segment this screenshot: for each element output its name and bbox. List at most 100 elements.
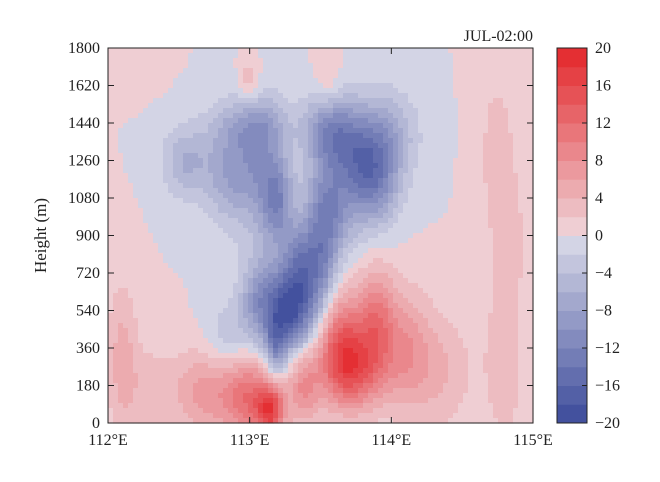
heatmap-cell	[398, 378, 404, 384]
heatmap-cell	[353, 163, 359, 169]
heatmap-cell	[398, 178, 404, 184]
heatmap-cell	[338, 183, 344, 189]
heatmap-cell	[413, 243, 419, 249]
heatmap-cell	[108, 338, 114, 344]
heatmap-cell	[303, 83, 309, 89]
heatmap-cell	[418, 288, 424, 294]
heatmap-cell	[223, 303, 229, 309]
heatmap-cell	[183, 123, 189, 129]
heatmap-cell	[363, 98, 369, 104]
heatmap-cell	[373, 298, 379, 304]
heatmap-cell	[293, 168, 299, 174]
heatmap-cell	[198, 118, 204, 124]
heatmap-cell	[393, 408, 399, 414]
heatmap-cell	[258, 323, 264, 329]
heatmap-cell	[113, 198, 119, 204]
heatmap-cell	[118, 198, 124, 204]
heatmap-cell	[268, 368, 274, 374]
heatmap-cell	[403, 323, 409, 329]
heatmap-cell	[253, 93, 259, 99]
heatmap-cell	[383, 118, 389, 124]
heatmap-cell	[188, 398, 194, 404]
heatmap-cell	[408, 323, 414, 329]
heatmap-cell	[118, 213, 124, 219]
heatmap-cell	[248, 78, 254, 84]
heatmap-cell	[218, 48, 224, 54]
heatmap-cell	[153, 303, 159, 309]
heatmap-cell	[203, 403, 209, 409]
heatmap-cell	[183, 203, 189, 209]
heatmap-cell	[183, 343, 189, 349]
heatmap-cell	[318, 173, 324, 179]
heatmap-cell	[168, 398, 174, 404]
heatmap-cell	[323, 198, 329, 204]
heatmap-cell	[128, 348, 134, 354]
heatmap-cell	[178, 353, 184, 359]
heatmap-cell	[258, 73, 264, 79]
heatmap-cell	[228, 158, 234, 164]
heatmap-cell	[378, 288, 384, 294]
heatmap-cell	[303, 158, 309, 164]
heatmap-cell	[298, 143, 304, 149]
heatmap-cell	[188, 373, 194, 379]
heatmap-cell	[388, 298, 394, 304]
heatmap-cell	[328, 158, 334, 164]
heatmap-cell	[353, 268, 359, 274]
heatmap-cell	[213, 408, 219, 414]
heatmap-cell	[188, 148, 194, 154]
heatmap-cell	[393, 83, 399, 89]
heatmap-cell	[428, 238, 434, 244]
heatmap-cell	[363, 88, 369, 94]
heatmap-cell	[113, 148, 119, 154]
heatmap-cell	[163, 353, 169, 359]
heatmap-cell	[428, 403, 434, 409]
heatmap-cell	[193, 323, 199, 329]
heatmap-cell	[343, 308, 349, 314]
heatmap-cell	[123, 278, 129, 284]
heatmap-cell	[323, 408, 329, 414]
heatmap-cell	[143, 278, 149, 284]
heatmap-cell	[408, 393, 414, 399]
heatmap-cell	[118, 153, 124, 159]
heatmap-cell	[333, 93, 339, 99]
heatmap-cell	[418, 333, 424, 339]
heatmap-cell	[298, 323, 304, 329]
heatmap-cell	[168, 63, 174, 69]
heatmap-cell	[408, 73, 414, 79]
heatmap-cell	[418, 73, 424, 79]
heatmap-cell	[393, 243, 399, 249]
heatmap-cell	[263, 208, 269, 214]
heatmap-cell	[318, 83, 324, 89]
heatmap-cell	[113, 248, 119, 254]
heatmap-cell	[358, 123, 364, 129]
heatmap-cell	[268, 178, 274, 184]
heatmap-cell	[418, 78, 424, 84]
heatmap-cell	[428, 63, 434, 69]
heatmap-cell	[173, 393, 179, 399]
heatmap-cell	[268, 128, 274, 134]
heatmap-cell	[228, 273, 234, 279]
heatmap-cell	[293, 248, 299, 254]
heatmap-cell	[263, 318, 269, 324]
heatmap-cell	[258, 328, 264, 334]
heatmap-cell	[168, 173, 174, 179]
heatmap-cell	[383, 333, 389, 339]
heatmap-cell	[128, 283, 134, 289]
heatmap-cell	[248, 63, 254, 69]
heatmap-cell	[418, 368, 424, 374]
heatmap-cell	[153, 53, 159, 59]
heatmap-cell	[398, 263, 404, 269]
heatmap-cell	[368, 73, 374, 79]
heatmap-cell	[133, 378, 139, 384]
heatmap-cell	[438, 183, 444, 189]
heatmap-cell	[338, 308, 344, 314]
heatmap-cell	[303, 403, 309, 409]
heatmap-cell	[248, 133, 254, 139]
heatmap-cell	[278, 178, 284, 184]
heatmap-cell	[298, 193, 304, 199]
heatmap-cell	[193, 358, 199, 364]
heatmap-cell	[378, 368, 384, 374]
heatmap-cell	[128, 353, 134, 359]
heatmap-cell	[198, 108, 204, 114]
heatmap-cell	[108, 98, 114, 104]
